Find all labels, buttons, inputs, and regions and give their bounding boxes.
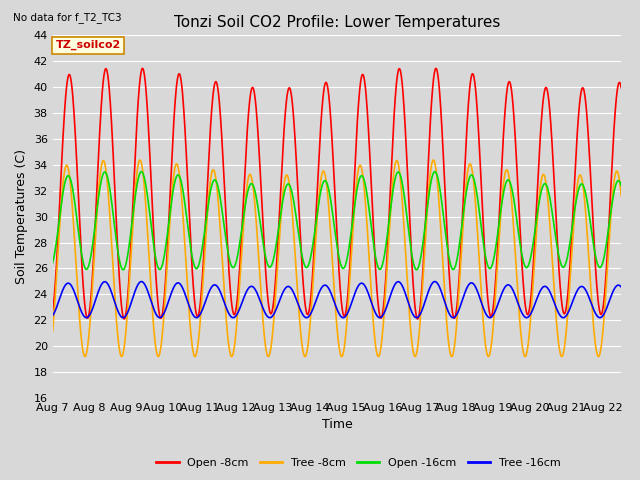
Y-axis label: Soil Temperatures (C): Soil Temperatures (C)	[15, 149, 28, 284]
Text: No data for f_T2_TC3: No data for f_T2_TC3	[13, 12, 122, 23]
Title: Tonzi Soil CO2 Profile: Lower Temperatures: Tonzi Soil CO2 Profile: Lower Temperatur…	[173, 15, 500, 30]
Legend: Open -8cm, Tree -8cm, Open -16cm, Tree -16cm: Open -8cm, Tree -8cm, Open -16cm, Tree -…	[152, 453, 565, 472]
X-axis label: Time: Time	[321, 419, 352, 432]
Text: TZ_soilco2: TZ_soilco2	[56, 40, 121, 50]
